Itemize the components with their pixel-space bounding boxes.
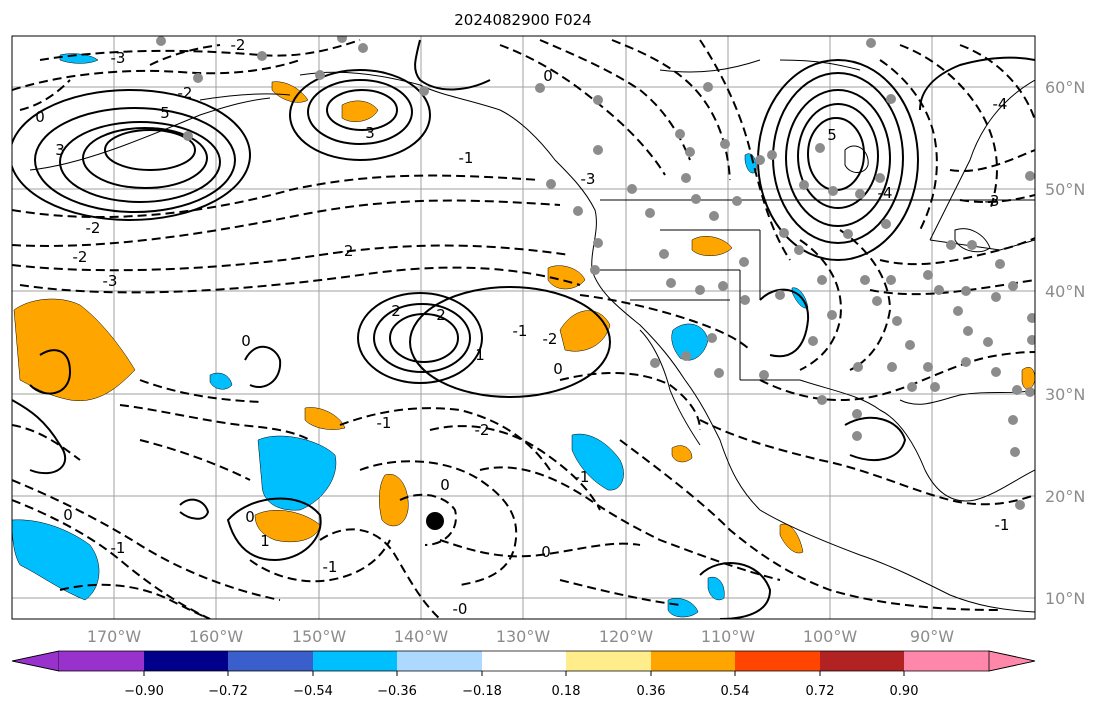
colorbar-segment [397,651,482,671]
colorbar-tick-label: 0.36 [637,684,666,699]
contour-label: 2 [391,302,401,320]
lon-label: 100°W [803,627,858,646]
contour-label: 0 [245,508,255,526]
map-frame [11,35,1036,620]
colorbar-segment [820,651,904,671]
colorbar-tick-label: −0.36 [377,684,417,699]
gridlines [12,36,1035,619]
colorbar-extend-high [988,650,1036,672]
map-panel: -2 -3 -2 0 5 3 -2 0 -1 5 3 -3 -4 -2 -2 -… [12,36,1035,619]
colorbar-segment [566,651,651,671]
contour-label: -1 [513,322,528,340]
contour-label: -1 [377,414,392,432]
contour-label: -2 [231,36,246,54]
colorbar-segment [904,651,989,671]
contour-label: 0 [543,67,553,85]
storm-center-marker [426,512,444,530]
contour-label: 3 [55,141,65,159]
colorbar-tick-label: 0.54 [721,684,750,699]
colorbar-extend-low [11,650,60,672]
contour-label: -1 [575,468,590,486]
lon-label: 130°W [496,627,551,646]
contour-label: -4 [993,95,1008,113]
contour-label: -0 [453,600,468,618]
contour-label: 5 [160,104,170,122]
contour-label: 5 [827,126,837,144]
contour-label: -1 [995,516,1010,534]
lat-label: 30°N [1045,385,1085,404]
contour-label: -1 [459,149,474,167]
contour-label: -3 [103,272,118,290]
lon-label: 90°W [910,627,954,646]
contour-label: 1 [260,532,270,550]
colorbar-segment [228,651,313,671]
colorbar-tick-label: −0.18 [462,684,502,699]
lon-label: 120°W [599,627,654,646]
figure-title: 2024082900 F024 [454,11,591,29]
lon-label: 150°W [292,627,347,646]
contour-label: 0 [440,476,450,494]
colorbar-segment [144,651,228,671]
contour-label: -4 [878,184,893,202]
lon-label: 160°W [189,627,244,646]
lon-label: 170°W [87,627,142,646]
contour-label: -3 [581,170,596,188]
colorbar-segment [735,651,820,671]
colorbar-tick-label: −0.54 [293,684,333,699]
latitude-labels: 60°N 50°N 40°N 30°N 20°N 10°N [1045,78,1085,608]
colorbar-segment [313,651,397,671]
colorbar-tick-label: 0.18 [552,684,581,699]
contour-label: -2 [475,421,490,439]
contour-label: -1 [323,558,338,576]
contour-lines [12,39,1035,619]
station-dots [156,36,1035,510]
contour-label: -2 [543,330,558,348]
shaded-anomaly-regions [12,53,1035,618]
lat-label: 60°N [1045,78,1085,97]
contour-label: -1 [111,539,126,557]
contour-label: 0 [553,360,563,378]
colorbar-tick-label: −0.90 [124,684,164,699]
colorbar-segment [651,651,735,671]
contour-label: -3 [111,49,126,67]
contour-label: 1 [475,346,485,364]
lat-label: 40°N [1045,282,1085,301]
lon-label: 110°W [701,627,756,646]
contour-label: -2 [73,248,88,266]
colorbar: −0.90 −0.72 −0.54 −0.36 −0.18 0.18 0.36 … [11,650,1036,699]
contour-labels: -2 -3 -2 0 5 3 -2 0 -1 5 3 -3 -4 -2 -2 -… [35,36,1009,618]
colorbar-tick-label: −0.72 [208,684,248,699]
contour-label: 3 [365,124,375,142]
colorbar-tick-label: 0.72 [806,684,835,699]
colorbar-segment [59,651,144,671]
contour-label: -2 [339,242,354,260]
lat-label: 50°N [1045,180,1085,199]
contour-label: 0 [541,543,551,561]
colorbar-tick-label: 0.90 [890,684,919,699]
contour-label: 0 [241,332,251,350]
longitude-labels: 170°W 160°W 150°W 140°W 130°W 120°W 110°… [87,627,954,646]
contour-label: -3 [985,192,1000,210]
contour-label: 2 [436,306,446,324]
colorbar-segment [482,651,566,671]
contour-label: 0 [35,108,45,126]
lat-label: 20°N [1045,487,1085,506]
lat-label: 10°N [1045,589,1085,608]
contour-label: -2 [86,219,101,237]
lon-label: 140°W [394,627,449,646]
contour-label: -2 [178,84,193,102]
contour-label: 0 [63,506,73,524]
